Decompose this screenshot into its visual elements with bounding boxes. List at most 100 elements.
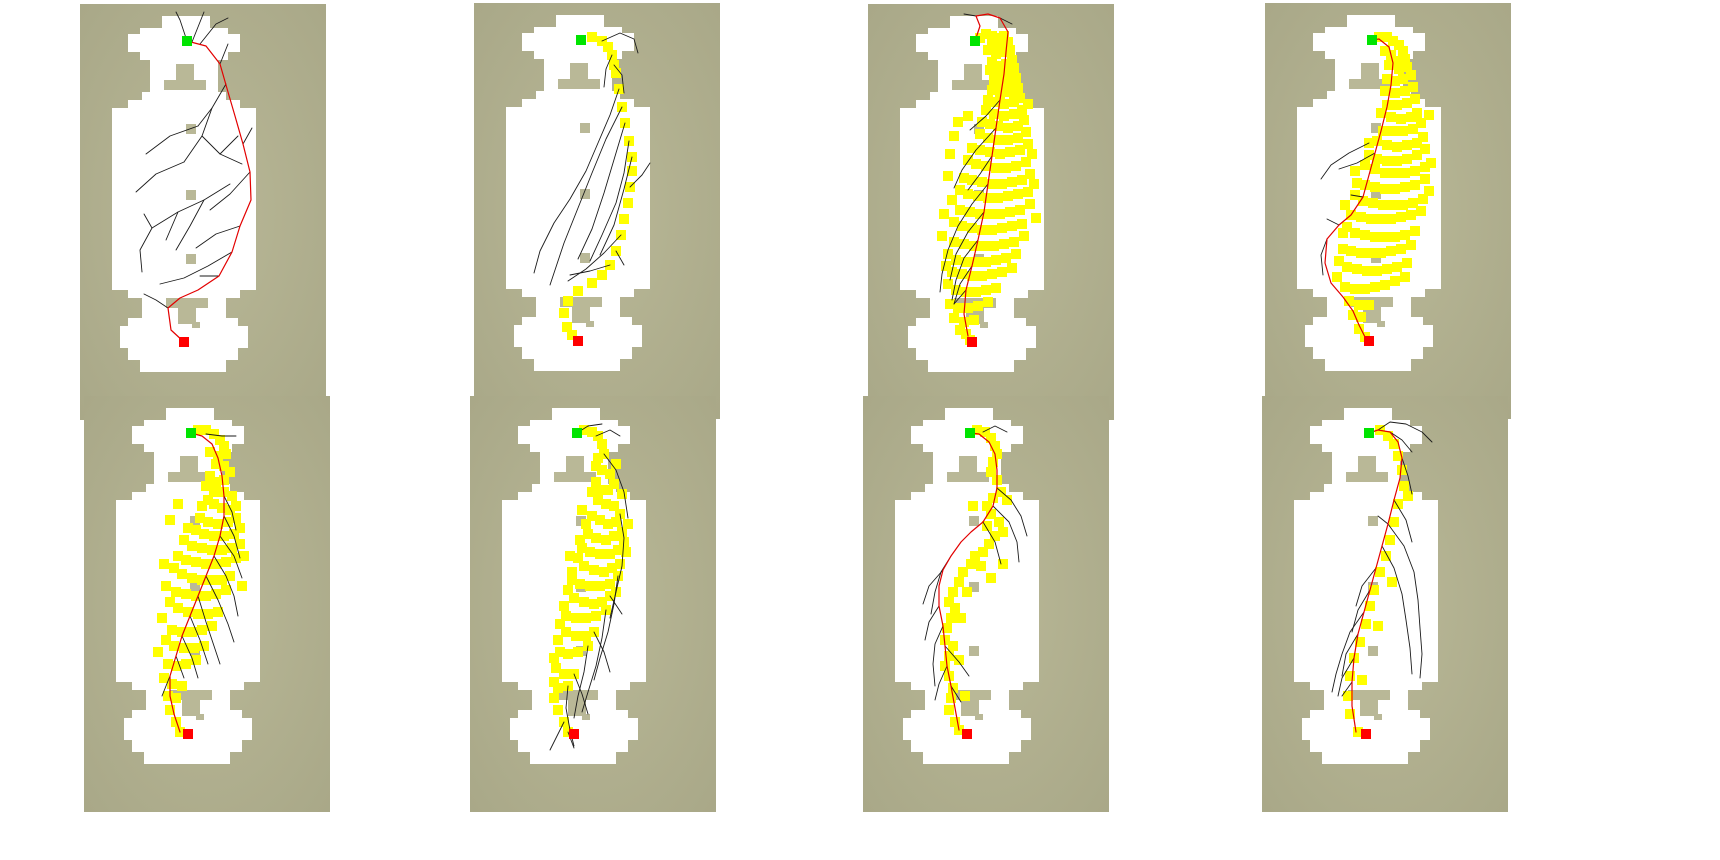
sample-node — [211, 589, 221, 599]
tree-edge — [1320, 142, 1370, 180]
sample-node — [982, 501, 992, 511]
sample-node — [1369, 585, 1379, 595]
wall-block — [961, 700, 979, 716]
sample-node — [627, 166, 637, 176]
sample-node — [1025, 169, 1035, 179]
sample-node — [971, 159, 981, 169]
sample-node — [957, 221, 967, 231]
sample-node — [1346, 246, 1356, 256]
sample-node — [601, 535, 611, 545]
solution-path — [963, 13, 1009, 337]
sample-node — [1398, 126, 1408, 136]
sample-node — [1350, 284, 1360, 294]
sample-node — [193, 425, 203, 435]
sample-node — [181, 589, 191, 599]
tree-edge — [205, 575, 235, 643]
tree-edge — [159, 251, 233, 285]
tree-edge — [219, 135, 239, 155]
sample-node — [577, 505, 587, 515]
sample-node — [1352, 264, 1362, 274]
sample-node — [221, 449, 231, 459]
sample-node — [1390, 88, 1400, 98]
wall-block — [1349, 79, 1391, 89]
sample-node — [1375, 567, 1385, 577]
sample-node — [1005, 147, 1015, 157]
sample-node — [943, 249, 953, 259]
sample-node — [165, 597, 175, 607]
sample-node — [991, 163, 1001, 173]
sample-node — [587, 32, 597, 42]
sample-node — [951, 285, 961, 295]
sample-node — [970, 551, 980, 561]
sample-node — [1388, 126, 1398, 136]
sample-node — [1382, 74, 1392, 84]
sample-node — [1382, 140, 1392, 150]
sample-node — [231, 513, 241, 523]
sample-node — [611, 517, 621, 527]
tree-edge — [982, 425, 1008, 433]
wall-block — [1360, 700, 1378, 716]
sample-node — [595, 485, 605, 495]
sample-node — [1011, 249, 1021, 259]
wall-block — [1358, 456, 1376, 472]
sample-node — [177, 627, 187, 637]
sample-node — [937, 231, 947, 241]
tree-edge — [219, 535, 243, 579]
maze-svg — [1262, 396, 1508, 812]
sample-node — [1015, 145, 1025, 155]
tree-edge — [999, 17, 1013, 25]
sample-node — [183, 523, 193, 533]
sample-node — [1017, 175, 1027, 185]
sample-node — [621, 547, 631, 557]
wall-block — [969, 582, 979, 592]
sample-node — [991, 283, 1001, 293]
sample-node — [980, 427, 990, 437]
sample-node — [1386, 214, 1396, 224]
sample-node — [1386, 112, 1396, 122]
sample-node — [1420, 162, 1430, 172]
sample-node — [955, 325, 965, 335]
sample-node — [1025, 199, 1035, 209]
sample-node — [183, 607, 193, 617]
sample-node — [991, 97, 1001, 107]
tree-edge — [573, 645, 589, 719]
sample-node — [986, 433, 996, 443]
sample-node — [1378, 126, 1388, 136]
tree-edge — [601, 32, 639, 54]
sample-node — [959, 317, 969, 327]
sample-node — [1390, 76, 1400, 86]
sample-node — [1390, 232, 1400, 242]
sample-node — [561, 611, 571, 621]
sample-node — [1382, 156, 1392, 166]
sample-node — [1386, 246, 1396, 256]
sample-node — [1392, 262, 1402, 272]
sample-node — [157, 613, 167, 623]
sample-node — [993, 135, 1003, 145]
tree-edge — [533, 88, 620, 274]
sample-node — [986, 467, 996, 477]
sample-node — [603, 42, 613, 52]
sample-node — [986, 573, 996, 583]
tree-edge — [161, 675, 171, 697]
sample-node — [1002, 495, 1012, 505]
sample-node — [617, 527, 627, 537]
sample-node — [597, 597, 607, 607]
free-space — [502, 408, 646, 764]
sample-node — [1005, 87, 1015, 97]
tree-edge — [949, 211, 985, 281]
sample-node — [999, 31, 1009, 41]
maze-svg — [863, 396, 1109, 812]
sample-node — [998, 527, 1008, 537]
sample-node — [1354, 300, 1364, 310]
sample-node — [1388, 200, 1398, 210]
sample-node — [203, 609, 213, 619]
sample-node — [940, 661, 950, 671]
tree-edge — [1377, 421, 1433, 443]
tree-edge — [603, 453, 629, 519]
sample-node — [1416, 118, 1426, 128]
wall-block — [554, 472, 596, 482]
tree-edge — [205, 433, 237, 437]
sample-node — [1350, 166, 1360, 176]
sample-node — [593, 453, 603, 463]
